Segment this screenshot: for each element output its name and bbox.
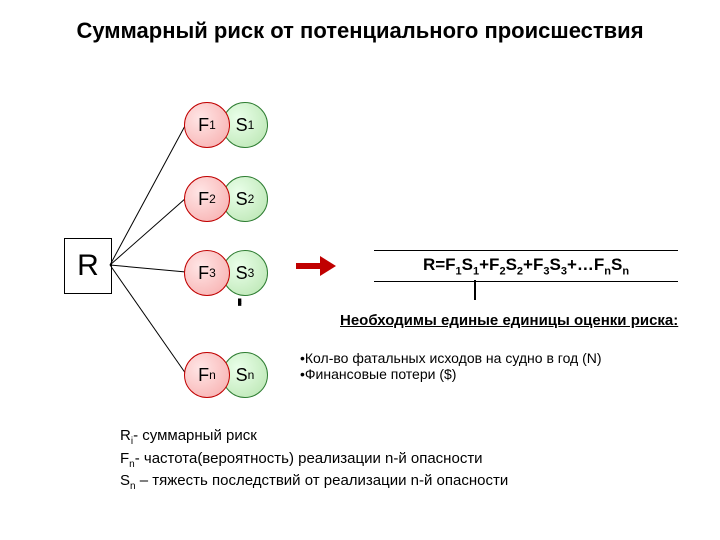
- legend-line: Sn – тяжесть последствий от реализации n…: [120, 471, 508, 494]
- f-node-3: F3: [184, 250, 230, 296]
- tree-lines: [108, 120, 188, 378]
- legend: Ri- суммарный рискFn- частота(вероятност…: [120, 426, 508, 494]
- root-label: R: [77, 249, 99, 283]
- bullet-item: Финансовые потери ($): [300, 366, 602, 382]
- f-node-2: F2: [184, 176, 230, 222]
- arrow-icon: [296, 256, 336, 276]
- legend-line: Fn- частота(вероятность) реализации n-й …: [120, 449, 508, 472]
- bullet-list: Кол-во фатальных исходов на судно в год …: [300, 350, 602, 382]
- f-node-n: Fn: [184, 352, 230, 398]
- legend-line: Ri- суммарный риск: [120, 426, 508, 449]
- ellipsis: ...: [232, 297, 258, 303]
- bullet-item: Кол-во фатальных исходов на судно в год …: [300, 350, 602, 366]
- slide-title: Суммарный риск от потенциального происше…: [0, 18, 720, 44]
- f-node-1: F1: [184, 102, 230, 148]
- root-node: R: [64, 238, 112, 294]
- formula: R=F1S1+F2S2+F3S3+…FnSn: [374, 250, 678, 282]
- need-units-heading: Необходимы единые единицы оценки риска:: [340, 312, 678, 329]
- formula-tee: [474, 280, 476, 300]
